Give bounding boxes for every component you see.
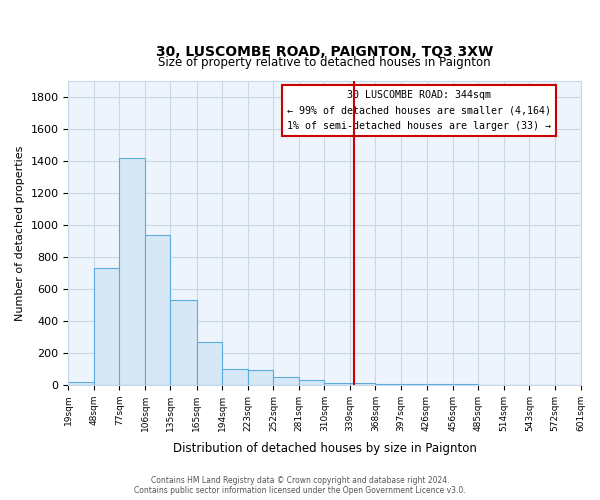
Bar (299, 380, 325, 385)
Bar (274, 377, 299, 385)
X-axis label: Distribution of detached houses by size in Paignton: Distribution of detached houses by size … (173, 442, 476, 455)
Bar (325, 383, 350, 385)
Bar (145, 236, 170, 385)
Text: Contains HM Land Registry data © Crown copyright and database right 2024.
Contai: Contains HM Land Registry data © Crown c… (134, 476, 466, 495)
Text: Size of property relative to detached houses in Paignton: Size of property relative to detached ho… (158, 56, 491, 69)
Bar (68, 382, 94, 385)
Bar (170, 300, 197, 385)
Bar (119, 158, 145, 385)
Bar (376, 384, 401, 385)
Bar (350, 383, 376, 385)
Y-axis label: Number of detached properties: Number of detached properties (15, 145, 25, 320)
Bar (94, 268, 119, 385)
Bar (197, 342, 223, 385)
Bar (248, 370, 274, 385)
Text: 30 LUSCOMBE ROAD: 344sqm
← 99% of detached houses are smaller (4,164)
1% of semi: 30 LUSCOMBE ROAD: 344sqm ← 99% of detach… (287, 90, 551, 132)
Title: 30, LUSCOMBE ROAD, PAIGNTON, TQ3 3XW: 30, LUSCOMBE ROAD, PAIGNTON, TQ3 3XW (156, 45, 493, 59)
Bar (223, 369, 248, 385)
